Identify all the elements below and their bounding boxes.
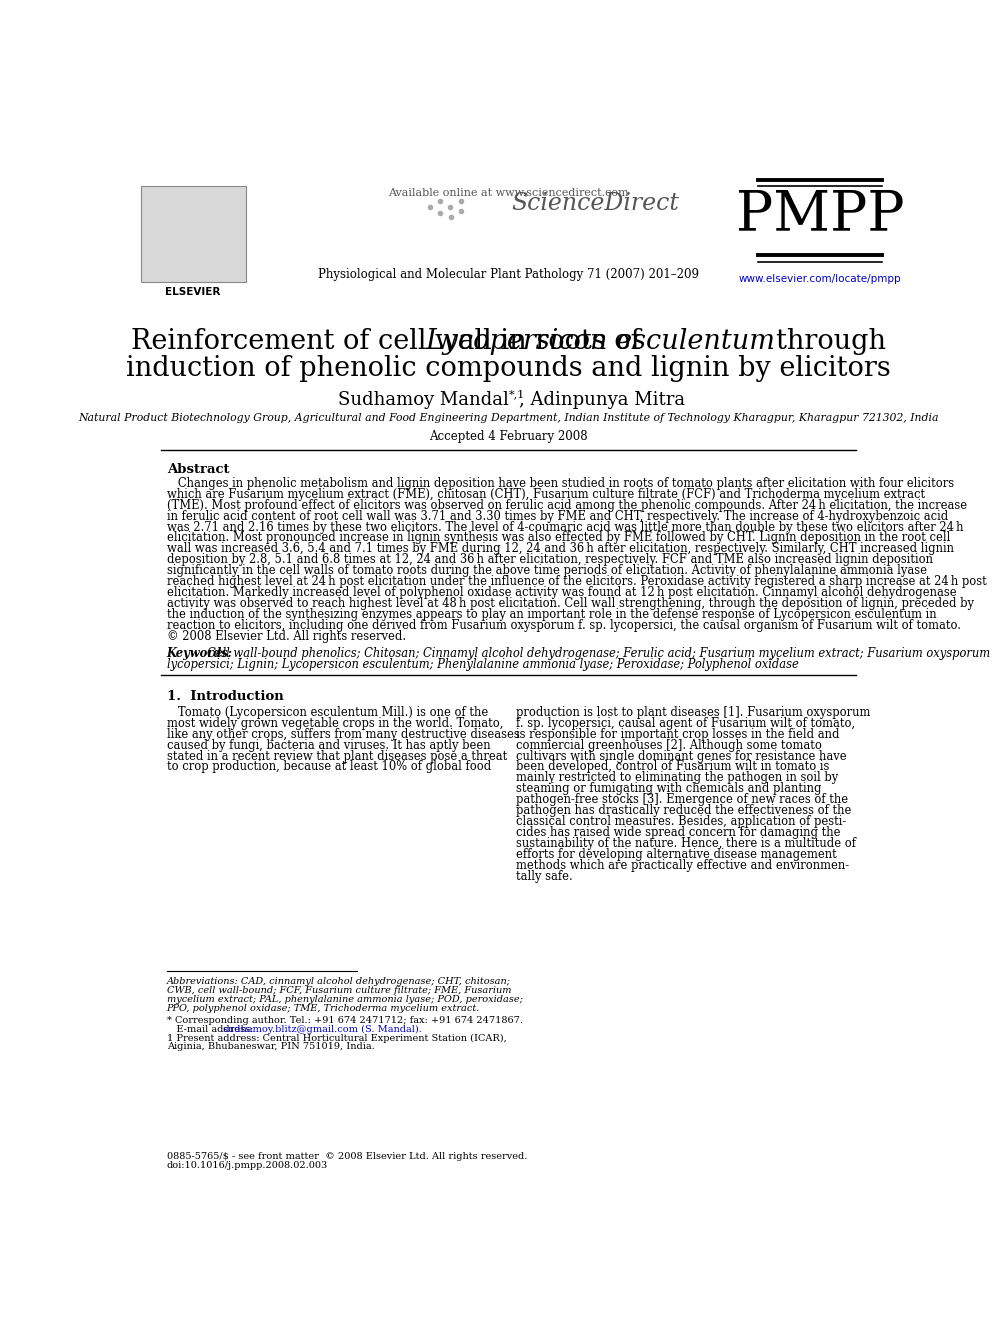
Text: , Adinpunya Mitra: , Adinpunya Mitra xyxy=(519,392,685,409)
Text: production is lost to plant diseases [1]. Fusarium oxysporum: production is lost to plant diseases [1]… xyxy=(516,705,871,718)
Text: induction of phenolic compounds and lignin by elicitors: induction of phenolic compounds and lign… xyxy=(126,355,891,382)
Text: deposition by 2.8, 5.1 and 6.8 times at 12, 24 and 36 h after elicitation, respe: deposition by 2.8, 5.1 and 6.8 times at … xyxy=(167,553,932,566)
Text: PMPP: PMPP xyxy=(736,188,905,242)
Text: Changes in phenolic metabolism and lignin deposition have been studied in roots : Changes in phenolic metabolism and ligni… xyxy=(167,476,953,490)
Bar xyxy=(167,266,186,273)
Text: Lycopersicon esculentum: Lycopersicon esculentum xyxy=(426,328,776,355)
Text: CWB, cell wall-bound; FCF, Fusarium culture filtrate; FME, Fusarium: CWB, cell wall-bound; FCF, Fusarium cult… xyxy=(167,986,511,995)
Text: 1.  Introduction: 1. Introduction xyxy=(167,691,284,704)
Bar xyxy=(183,251,193,266)
Text: sustainability of the nature. Hence, there is a multitude of: sustainability of the nature. Hence, the… xyxy=(516,837,856,849)
Text: was 2.71 and 2.16 times by these two elicitors. The level of 4-coumaric acid was: was 2.71 and 2.16 times by these two eli… xyxy=(167,520,963,533)
Bar xyxy=(151,266,159,278)
Text: Natural Product Biotechnology Group, Agricultural and Food Engineering Departmen: Natural Product Biotechnology Group, Agr… xyxy=(78,413,938,423)
Text: elicitation. Most pronounced increase in lignin synthesis was also effected by F: elicitation. Most pronounced increase in… xyxy=(167,532,950,545)
Text: in ferulic acid content of root cell wall was 3.71 and 3.30 times by FME and CHT: in ferulic acid content of root cell wal… xyxy=(167,509,948,523)
Text: stated in a recent review that plant diseases pose a threat: stated in a recent review that plant dis… xyxy=(167,750,507,762)
Text: Keywords:: Keywords: xyxy=(167,647,237,660)
Text: Abstract: Abstract xyxy=(167,463,229,476)
Text: reaction to elicitors, including one derived from Fusarium oxysporum f. sp. lyco: reaction to elicitors, including one der… xyxy=(167,619,960,632)
Text: like any other crops, suffers from many destructive diseases: like any other crops, suffers from many … xyxy=(167,728,520,741)
Text: which are Fusarium mycelium extract (FME), chitosan (CHT), Fusarium culture filt: which are Fusarium mycelium extract (FME… xyxy=(167,488,925,500)
Text: * Corresponding author. Tel.: +91 674 2471712; fax: +91 674 2471867.: * Corresponding author. Tel.: +91 674 24… xyxy=(167,1016,523,1025)
Bar xyxy=(141,185,246,282)
Text: Reinforcement of cell wall in roots of                        through: Reinforcement of cell wall in roots of t… xyxy=(131,328,886,355)
Text: 0885-5765/$ - see front matter  © 2008 Elsevier Ltd. All rights reserved.: 0885-5765/$ - see front matter © 2008 El… xyxy=(167,1152,527,1162)
Text: significantly in the cell walls of tomato roots during the above time periods of: significantly in the cell walls of tomat… xyxy=(167,564,927,577)
Text: efforts for developing alternative disease management: efforts for developing alternative disea… xyxy=(516,848,837,861)
Text: commercial greenhouses [2]. Although some tomato: commercial greenhouses [2]. Although som… xyxy=(516,738,822,751)
Text: mainly restricted to eliminating the pathogen in soil by: mainly restricted to eliminating the pat… xyxy=(516,771,838,785)
Text: www.elsevier.com/locate/pmpp: www.elsevier.com/locate/pmpp xyxy=(739,274,902,284)
Text: steaming or fumigating with chemicals and planting: steaming or fumigating with chemicals an… xyxy=(516,782,821,795)
Text: the induction of the synthesizing enzymes appears to play an important role in t: the induction of the synthesizing enzyme… xyxy=(167,609,936,620)
Text: ELSEVIER: ELSEVIER xyxy=(166,287,220,298)
Text: is responsible for important crop losses in the field and: is responsible for important crop losses… xyxy=(516,728,839,741)
Text: most widely grown vegetable crops in the world. Tomato,: most widely grown vegetable crops in the… xyxy=(167,717,503,730)
Text: Tomato (Lycopersicon esculentum Mill.) is one of the: Tomato (Lycopersicon esculentum Mill.) i… xyxy=(167,705,488,718)
Text: reached highest level at 24 h post elicitation under the influence of the elicit: reached highest level at 24 h post elici… xyxy=(167,576,986,589)
Text: sudhamoy.blitz@gmail.com (S. Mandal).: sudhamoy.blitz@gmail.com (S. Mandal). xyxy=(223,1024,422,1033)
Text: © 2008 Elsevier Ltd. All rights reserved.: © 2008 Elsevier Ltd. All rights reserved… xyxy=(167,630,406,643)
Text: caused by fungi, bacteria and viruses. It has aptly been: caused by fungi, bacteria and viruses. I… xyxy=(167,738,490,751)
Text: f. sp. lycopersici, causal agent of Fusarium wilt of tomato,: f. sp. lycopersici, causal agent of Fusa… xyxy=(516,717,855,730)
Text: (TME). Most profound effect of elicitors was observed on ferulic acid among the : (TME). Most profound effect of elicitors… xyxy=(167,499,967,512)
Text: to crop production, because at least 10% of global food: to crop production, because at least 10%… xyxy=(167,761,491,774)
Text: Cell wall-bound phenolics; Chitosan; Cinnamyl alcohol dehydrogenase; Ferulic aci: Cell wall-bound phenolics; Chitosan; Cin… xyxy=(207,647,992,660)
Text: pathogen has drastically reduced the effectiveness of the: pathogen has drastically reduced the eff… xyxy=(516,804,851,818)
Text: activity was observed to reach highest level at 48 h post elicitation. Cell wall: activity was observed to reach highest l… xyxy=(167,597,973,610)
Text: PPO, polyphenol oxidase; TME, Trichoderma mycelium extract.: PPO, polyphenol oxidase; TME, Trichoderm… xyxy=(167,1004,480,1013)
Text: lycopersici; Lignin; Lycopersicon esculentum; Phenylalanine ammonia lyase; Perox: lycopersici; Lignin; Lycopersicon escule… xyxy=(167,658,799,671)
Text: Aiginia, Bhubaneswar, PIN 751019, India.: Aiginia, Bhubaneswar, PIN 751019, India. xyxy=(167,1043,374,1052)
Text: methods which are practically effective and environmen-: methods which are practically effective … xyxy=(516,859,849,872)
Text: classical control measures. Besides, application of pesti-: classical control measures. Besides, app… xyxy=(516,815,846,828)
Text: E-mail address:: E-mail address: xyxy=(167,1024,256,1033)
Text: Available online at www.sciencedirect.com: Available online at www.sciencedirect.co… xyxy=(388,188,629,198)
Text: doi:10.1016/j.pmpp.2008.02.003: doi:10.1016/j.pmpp.2008.02.003 xyxy=(167,1160,328,1170)
Text: Sudhamoy Mandal: Sudhamoy Mandal xyxy=(337,392,509,409)
Text: 1 Present address: Central Horticultural Experiment Station (ICAR),: 1 Present address: Central Horticultural… xyxy=(167,1033,506,1043)
Text: Abbreviations: CAD, cinnamyl alcohol dehydrogenase; CHT, chitosan;: Abbreviations: CAD, cinnamyl alcohol deh… xyxy=(167,978,511,986)
Text: ScienceDirect: ScienceDirect xyxy=(512,192,680,214)
Text: wall was increased 3.6, 5.4 and 7.1 times by FME during 12, 24 and 36 h after el: wall was increased 3.6, 5.4 and 7.1 time… xyxy=(167,542,953,556)
Text: pathogen-free stocks [3]. Emergence of new races of the: pathogen-free stocks [3]. Emergence of n… xyxy=(516,794,848,806)
Text: tally safe.: tally safe. xyxy=(516,869,573,882)
Text: cides has raised wide spread concern for damaging the: cides has raised wide spread concern for… xyxy=(516,826,840,839)
Text: been developed, control of Fusarium wilt in tomato is: been developed, control of Fusarium wilt… xyxy=(516,761,829,774)
Text: elicitation. Markedly increased level of polyphenol oxidase activity was found a: elicitation. Markedly increased level of… xyxy=(167,586,956,599)
Text: mycelium extract; PAL, phenylalanine ammonia lyase; POD, peroxidase;: mycelium extract; PAL, phenylalanine amm… xyxy=(167,995,523,1004)
Text: Physiological and Molecular Plant Pathology 71 (2007) 201–209: Physiological and Molecular Plant Pathol… xyxy=(317,269,699,280)
Text: *,1: *,1 xyxy=(509,389,525,400)
Text: cultivars with single dominant genes for resistance have: cultivars with single dominant genes for… xyxy=(516,750,847,762)
Text: Accepted 4 February 2008: Accepted 4 February 2008 xyxy=(430,430,587,443)
